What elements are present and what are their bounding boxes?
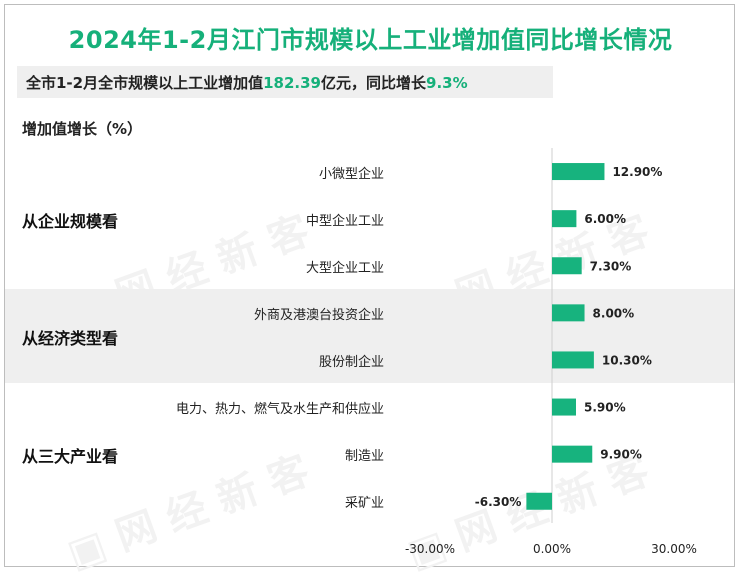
group-band [5, 289, 734, 384]
bar [552, 257, 582, 275]
bar [552, 210, 577, 228]
group-label: 从经济类型看 [22, 329, 119, 349]
chart-title: 2024年1-2月江门市规模以上工业增加值同比增长情况 [68, 26, 673, 54]
summary-text: 全市1-2月全市规模以上工业增加值182.39亿元，同比增长9.3% [26, 72, 468, 93]
bar-value-label: 12.90% [612, 165, 662, 179]
category-label: 股份制企业 [318, 354, 384, 370]
x-tick-label: -30.00% [405, 542, 455, 556]
category-label: 制造业 [344, 449, 384, 465]
bar-value-label: 5.90% [584, 401, 626, 415]
bar-value-label: -6.30% [475, 495, 522, 509]
x-tick-label: 30.00% [651, 542, 697, 556]
chart-frame [4, 4, 735, 567]
bar-value-label: 9.90% [600, 448, 642, 462]
category-label: 中型企业工业 [305, 213, 384, 229]
x-tick-label: 0.00% [533, 542, 571, 556]
bar-value-label: 7.30% [590, 259, 632, 273]
summary-mid: 亿元，同比增长 [321, 74, 427, 92]
group-label: 从三大产业看 [22, 447, 119, 467]
bar [552, 163, 605, 181]
summary-growth: 9.3% [426, 74, 468, 92]
category-label: 小微型企业 [318, 166, 384, 182]
summary-box: 全市1-2月全市规模以上工业增加值182.39亿元，同比增长9.3% [17, 66, 553, 98]
bar [552, 445, 593, 463]
bar-value-label: 8.00% [593, 306, 635, 320]
bar [552, 304, 585, 322]
bar [526, 492, 552, 510]
summary-value: 182.39 [263, 74, 321, 92]
bar-value-label: 10.30% [602, 353, 652, 367]
bar [552, 351, 594, 369]
summary-prefix: 全市1-2月全市规模以上工业增加值 [26, 74, 264, 92]
bar-value-label: 6.00% [584, 212, 626, 226]
bar [552, 398, 576, 416]
category-label: 大型企业工业 [305, 260, 384, 276]
category-label: 采矿业 [344, 496, 384, 512]
group-label: 从企业规模看 [22, 211, 119, 231]
axis-subtitle: 增加值增长（%） [22, 120, 143, 138]
category-label: 电力、热力、燃气及水生产和供应业 [175, 402, 384, 418]
category-label: 外商及港澳台投资企业 [253, 307, 384, 323]
